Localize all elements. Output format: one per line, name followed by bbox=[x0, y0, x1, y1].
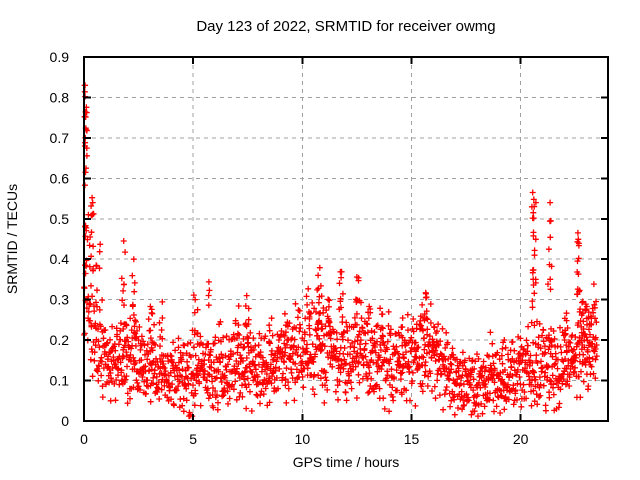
x-tick-label: 20 bbox=[513, 431, 529, 447]
x-tick-label: 5 bbox=[189, 431, 197, 447]
x-tick-label: 0 bbox=[80, 431, 88, 447]
y-tick-label: 0.7 bbox=[50, 130, 70, 146]
x-tick-label: 10 bbox=[295, 431, 311, 447]
y-tick-label: 0.5 bbox=[50, 211, 70, 227]
y-tick-label: 0.1 bbox=[50, 373, 70, 389]
axis-ticks bbox=[83, 56, 608, 422]
x-axis-label: GPS time / hours bbox=[293, 454, 400, 470]
y-tick-label: 0.8 bbox=[50, 89, 70, 105]
scatter-points bbox=[81, 82, 600, 420]
plot-border bbox=[83, 56, 609, 422]
y-tick-label: 0 bbox=[61, 413, 69, 429]
y-tick-label: 0.9 bbox=[50, 49, 70, 65]
y-tick-label: 0.2 bbox=[50, 332, 70, 348]
y-tick-label: 0.6 bbox=[50, 170, 70, 186]
y-tick-labels: 0 0.1 0.2 0.3 0.4 0.5 0.6 0.7 0.8 0.9 bbox=[50, 49, 70, 429]
y-tick-label: 0.4 bbox=[50, 251, 70, 267]
chart-title: Day 123 of 2022, SRMTID for receiver owm… bbox=[196, 18, 495, 35]
x-tick-labels: 0 5 10 15 20 bbox=[80, 431, 529, 447]
x-tick-label: 15 bbox=[404, 431, 420, 447]
y-tick-label: 0.3 bbox=[50, 292, 70, 308]
y-axis-label: SRMTID / TECUs bbox=[4, 184, 20, 294]
